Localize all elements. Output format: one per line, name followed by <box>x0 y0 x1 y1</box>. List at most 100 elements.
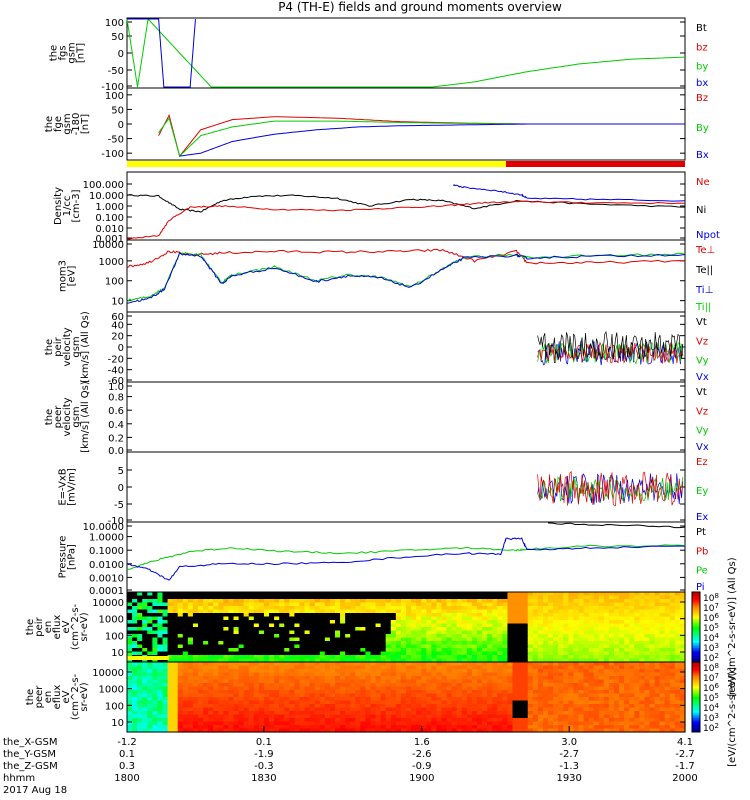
spectrogram-cell <box>426 613 432 618</box>
spectrogram-cell <box>233 595 240 600</box>
spectrogram-cell <box>522 669 529 674</box>
spectrogram-cell <box>548 599 554 604</box>
spectrogram-cell <box>324 718 331 723</box>
y-axis-label: eflux <box>52 685 63 710</box>
spectrogram-cell <box>639 623 646 628</box>
spectrogram-cell <box>152 683 159 688</box>
spectrogram-cell <box>669 613 676 618</box>
spectrogram-cell <box>198 651 204 656</box>
colorbar-cell <box>692 721 700 724</box>
spectrogram-cell <box>573 623 580 628</box>
spectrogram-cell <box>517 641 524 646</box>
spectrogram-cell <box>182 599 189 604</box>
spectrogram-cell <box>542 686 549 691</box>
spectrogram-cell <box>507 658 514 663</box>
spectrogram-cell <box>664 592 671 597</box>
spectrogram-cell <box>132 683 138 688</box>
spectrogram-cell <box>203 711 209 716</box>
spectrogram-cell <box>532 644 539 649</box>
spectrogram-cell <box>304 602 311 607</box>
spectrogram-cell <box>451 623 458 628</box>
spectrogram-cell <box>451 630 458 635</box>
spectrogram-cell <box>137 679 143 684</box>
spectrogram-cell <box>355 630 361 635</box>
spectrogram-cell <box>421 655 427 660</box>
spectrogram-cell <box>258 707 265 712</box>
spectrogram-cell <box>411 637 417 642</box>
spectrogram-cell <box>187 665 194 670</box>
spectrogram-cell <box>365 634 372 639</box>
spectrogram-cell <box>345 613 351 618</box>
spectrogram-cell <box>334 686 341 691</box>
spectrogram-cell <box>289 595 295 600</box>
spectrogram-cell <box>649 725 656 730</box>
spectrogram-cell <box>385 693 392 698</box>
spectrogram-cell <box>603 616 610 621</box>
spectrogram-cell <box>502 697 509 702</box>
spectrogram-cell <box>248 683 255 688</box>
spectrogram-cell <box>390 704 397 709</box>
spectrogram-cell <box>502 693 509 698</box>
spectrogram-cell <box>588 693 595 698</box>
spectrogram-cell <box>274 693 280 698</box>
spectrogram-cell <box>644 651 651 656</box>
spectrogram-cell <box>664 665 671 670</box>
spectrogram-cell <box>243 595 250 600</box>
colorbar-label: [eV/(cm^2-s-sr-eV)] <box>727 667 738 767</box>
spectrogram-cell <box>248 686 255 691</box>
spectrogram-cell <box>213 616 219 621</box>
series-line <box>537 470 684 507</box>
spectrogram-cell <box>324 658 331 663</box>
spectrogram-cell <box>187 697 194 702</box>
spectrogram-cell <box>319 655 326 660</box>
spectrogram-cell <box>477 728 483 733</box>
spectrogram-cell <box>329 725 336 730</box>
colorbar-cell <box>692 669 700 672</box>
spectrogram-cell <box>629 700 635 705</box>
spectrogram-cell <box>629 686 635 691</box>
spectrogram-cell <box>380 616 387 621</box>
spectrogram-cell <box>431 662 438 667</box>
spectrogram-cell <box>492 662 498 667</box>
spectrogram-cell <box>253 714 260 719</box>
spectrogram-cell <box>355 637 361 642</box>
y-axis-label: fge <box>53 116 64 132</box>
spectrogram-cell <box>400 679 407 684</box>
spectrogram-cell <box>598 641 605 646</box>
spectrogram-cell <box>340 711 346 716</box>
spectrogram-cell <box>319 641 326 646</box>
spectrogram-cell <box>340 606 346 611</box>
spectrogram-cell <box>132 728 138 733</box>
spectrogram-cell <box>167 592 174 597</box>
spectrogram-cell <box>471 658 478 663</box>
spectrogram-cell <box>269 700 275 705</box>
spectrogram-cell <box>502 606 509 611</box>
spectrogram-cell <box>253 658 260 663</box>
spectrogram-cell <box>132 718 138 723</box>
spectrogram-cell <box>208 630 214 635</box>
spectrogram-cell <box>568 658 574 663</box>
colorbar-cell <box>692 614 700 617</box>
spectrogram-cell <box>644 728 651 733</box>
spectrogram-cell <box>355 658 361 663</box>
spectrogram-cell <box>492 644 498 649</box>
spectrogram-cell <box>152 725 159 730</box>
spectrogram-cell <box>213 725 219 730</box>
spectrogram-cell <box>502 609 509 614</box>
colorbar-cell <box>692 711 700 714</box>
spectrogram-cell <box>329 676 336 681</box>
spectrogram-cell <box>608 693 615 698</box>
spectrogram-cell <box>360 690 367 695</box>
spectrogram-cell <box>340 662 346 667</box>
spectrogram-cell <box>370 634 377 639</box>
spectrogram-cell <box>441 644 448 649</box>
spectrogram-cell <box>365 599 372 604</box>
spectrogram-cell <box>441 655 448 660</box>
spectrogram-cell <box>279 662 285 667</box>
spectrogram-cell <box>446 693 453 698</box>
spectrogram-cell <box>248 718 255 723</box>
spectrogram-cell <box>187 627 194 632</box>
spectrogram-cell <box>223 686 230 691</box>
spectrogram-cell <box>593 637 600 642</box>
spectrogram-cell <box>198 648 204 653</box>
